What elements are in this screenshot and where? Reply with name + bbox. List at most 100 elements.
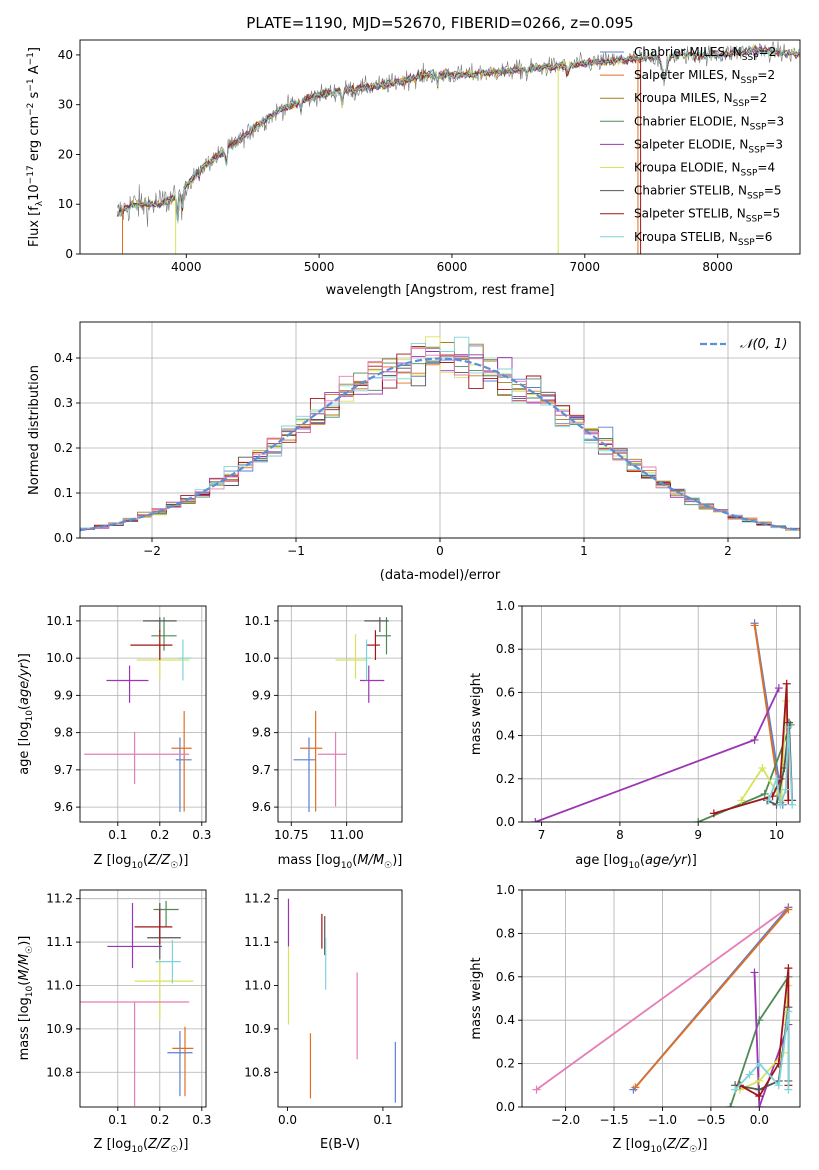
y-axis-label: mass weight	[469, 957, 484, 1039]
x-tick-label: −2	[143, 544, 161, 558]
weight-line-pink	[535, 906, 789, 1091]
errorbar-point	[178, 639, 192, 681]
chart-title: PLATE=1190, MJD=52670, FIBERID=0266, z=0…	[246, 14, 633, 32]
y-tick-label: 0.2	[54, 441, 73, 455]
y-tick-label: 0.0	[496, 815, 515, 829]
x-axis-label: Z [log10(Z/Z☉)]	[94, 1137, 189, 1155]
weight-marker	[750, 735, 759, 744]
weight-marker	[731, 1085, 740, 1094]
x-tick-label: 0.2	[150, 1113, 169, 1127]
y-tick-label: 9.6	[252, 800, 271, 814]
x-tick-label: 7	[538, 828, 546, 842]
errorbar-point	[167, 1031, 193, 1097]
errorbar-point	[293, 737, 316, 812]
x-tick-label: 0.2	[150, 828, 169, 842]
weight-marker	[782, 679, 791, 688]
weight-marker	[784, 1007, 793, 1016]
y-tick-label: 9.7	[54, 763, 73, 777]
weight-line-salpeter_miles	[634, 908, 790, 1089]
legend-entry-kroupa_stelib: Kroupa STELIB, NSSP=6	[634, 230, 772, 248]
errorbar-point	[106, 665, 149, 703]
axes-frame	[79, 889, 207, 1108]
plot-area-age_vs_z	[84, 617, 192, 812]
weight-marker	[774, 1081, 783, 1090]
weight-marker	[760, 789, 769, 798]
weight-marker	[772, 774, 781, 783]
errorbar-point	[153, 900, 179, 927]
errorbar-point	[335, 633, 367, 679]
x-tick-label: 6000	[437, 260, 468, 274]
weight-marker	[774, 684, 783, 693]
errorbar-point	[359, 665, 385, 703]
x-tick-label: 11.00	[329, 828, 363, 842]
panel-weight_vs_z: −2.0 −1.5 −1.0 −0.5 0.0 0.0 0.2 0.4 0.6 0.8 1.0	[496, 883, 801, 1127]
weight-marker	[631, 1083, 640, 1092]
y-tick-label: 10.8	[244, 1065, 271, 1079]
y-tick-label: 11.1	[244, 935, 271, 949]
weight-marker	[755, 1103, 764, 1107]
y-tick-label: 10.8	[46, 1065, 73, 1079]
weight-line-salpeter_elodie	[534, 687, 780, 822]
weight-marker	[750, 968, 759, 977]
y-tick-label: 10.9	[244, 1022, 271, 1036]
plot-area-mass_vs_ebv	[287, 898, 396, 1103]
y-tick-label: 0.6	[496, 970, 515, 984]
x-tick-label: 4000	[171, 260, 202, 274]
weight-marker	[694, 818, 703, 822]
weight-marker	[784, 964, 793, 973]
y-tick-label: 0.4	[496, 729, 515, 743]
y-tick-label: 10.1	[244, 614, 271, 628]
x-tick-label: 0.0	[750, 1113, 769, 1127]
weight-marker	[788, 800, 797, 809]
y-tick-label: 0.6	[496, 685, 515, 699]
y-tick-label: 1.0	[496, 883, 515, 897]
y-tick-label: 0.3	[54, 396, 73, 410]
weight-marker	[784, 722, 793, 731]
plot-area-spectrum	[116, 41, 800, 254]
x-tick-label: −0.5	[696, 1113, 725, 1127]
weight-marker	[532, 1085, 541, 1094]
x-axis-label: Z [log10(Z/Z☉)]	[94, 853, 189, 871]
y-tick-label: 9.8	[54, 726, 73, 740]
weight-marker	[755, 1059, 764, 1068]
x-axis-label: age [log10(age/yr)]	[575, 853, 697, 871]
errorbar-point	[366, 630, 380, 660]
weight-marker	[784, 796, 793, 805]
errorbar-point	[136, 633, 190, 679]
plot-area-residuals	[80, 336, 800, 533]
y-tick-label: 10.0	[46, 651, 73, 665]
legend-entry-kroupa_elodie: Kroupa ELODIE, NSSP=4	[634, 161, 775, 179]
plot-area-weight_vs_z	[532, 903, 793, 1107]
model-line-chabrier_miles	[116, 55, 637, 220]
errorbar-point	[300, 711, 323, 812]
x-axis-label: E(B-V)	[320, 1137, 360, 1152]
errorbar-point	[155, 939, 181, 984]
errorbar-point	[130, 630, 173, 660]
y-tick-label: 20	[58, 147, 73, 161]
normal-curve	[80, 357, 800, 532]
y-tick-label: 9.7	[252, 763, 271, 777]
y-axis-label: mass weight	[469, 673, 484, 755]
weight-line-salpeter_elodie	[753, 972, 790, 1107]
y-axis-label: Normed distribution	[27, 365, 42, 495]
y-tick-label: 10.9	[46, 1022, 73, 1036]
x-tick-label: 2	[724, 544, 732, 558]
weight-marker	[755, 1076, 764, 1085]
axes-frame	[277, 605, 403, 823]
y-tick-label: 10.0	[244, 651, 271, 665]
weight-marker	[750, 621, 759, 630]
weight-marker	[709, 809, 718, 818]
y-tick-label: 9.9	[252, 688, 271, 702]
y-tick-label: 9.6	[54, 800, 73, 814]
x-tick-label: 8	[616, 828, 624, 842]
y-tick-label: 40	[58, 48, 73, 62]
weight-line-kroupa_stelib	[767, 726, 794, 806]
x-axis-label: mass [log10(M/M☉)]	[278, 853, 403, 871]
errorbar-point	[375, 617, 391, 655]
spectrum-legend: Chabrier MILES, NSSP=2 Salpeter MILES, NS…	[600, 45, 784, 248]
model-line-salpeter_miles	[116, 54, 638, 224]
plot-area-weight_vs_age	[531, 619, 797, 822]
panel-age_vs_z: 0.1 0.2 0.3 9.6 9.7 9.8 9.9 10.0 10.1	[46, 605, 211, 842]
x-tick-label: 5000	[304, 260, 335, 274]
x-tick-label: 0	[436, 544, 444, 558]
